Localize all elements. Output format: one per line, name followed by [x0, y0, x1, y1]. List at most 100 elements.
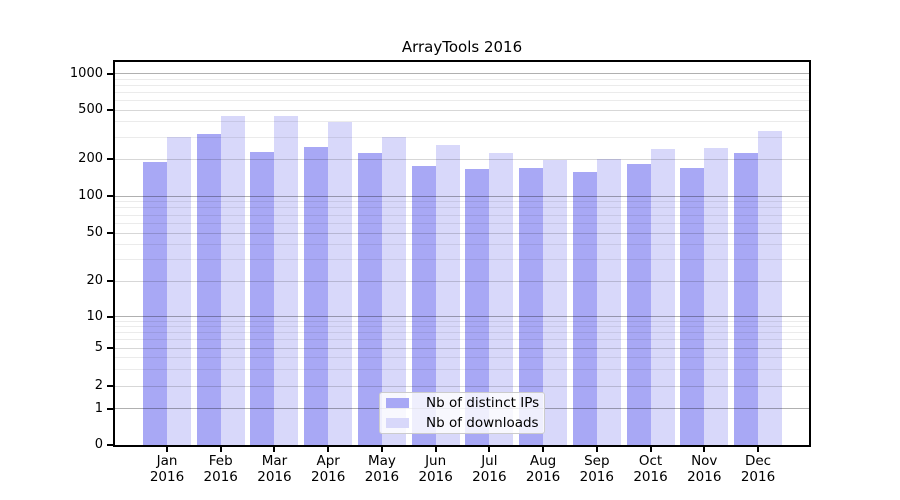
x-tick-mark: [703, 447, 706, 452]
gridline: [115, 368, 809, 370]
gridline: [115, 232, 809, 234]
plot-frame: [113, 60, 811, 447]
y-tick-mark: [107, 347, 113, 349]
downloads-bar: [596, 159, 621, 445]
gridline: [115, 347, 809, 349]
ips-bar: [196, 133, 221, 445]
gridline: [115, 259, 809, 261]
x-tick-mark: [595, 447, 598, 452]
y-tick-mark: [107, 280, 113, 282]
gridline: [115, 385, 809, 387]
y-tick-label: 1: [94, 400, 103, 416]
x-tick-label: Sep 2016: [579, 453, 614, 485]
x-tick-label: Nov 2016: [687, 453, 722, 485]
gridline: [115, 320, 809, 322]
ips-bar: [572, 171, 597, 445]
x-tick-mark: [434, 447, 437, 452]
y-tick-mark: [107, 385, 113, 387]
downloads-bar: [543, 160, 568, 445]
ips-bar: [304, 147, 329, 445]
legend-label-downloads: Nb of downloads: [426, 415, 539, 431]
gridline: [115, 214, 809, 216]
x-tick-mark: [219, 447, 222, 452]
gridline: [115, 121, 809, 123]
ips-bar: [143, 161, 167, 445]
x-tick-label: Oct 2016: [633, 453, 668, 485]
gridline: [115, 78, 809, 80]
y-tick-mark: [107, 195, 113, 197]
y-tick-label: 5: [94, 340, 103, 355]
x-tick-label: Feb 2016: [203, 453, 238, 485]
x-tick-mark: [757, 447, 759, 452]
y-tick-mark: [107, 444, 113, 446]
downloads-bar: [328, 121, 353, 445]
x-tick-mark: [542, 447, 545, 452]
gridline: [115, 222, 809, 224]
gridline: [115, 136, 809, 138]
y-tick-mark: [107, 158, 113, 160]
y-tick-label: 50: [86, 225, 103, 240]
legend: Nb of distinct IPs Nb of downloads: [379, 392, 545, 434]
downloads-bar: [704, 148, 729, 445]
chart-title: ArrayTools 2016: [401, 38, 523, 56]
gridline: [115, 99, 809, 101]
gridline: [115, 207, 809, 209]
y-tick-label: 20: [86, 273, 103, 288]
ips-bar: [734, 153, 758, 445]
ips-bar: [357, 153, 382, 445]
x-tick-label: Jan 2016: [149, 453, 185, 485]
downloads-bar: [650, 149, 675, 445]
gridline: [115, 356, 809, 358]
gridline: [115, 109, 809, 111]
gridline: [115, 84, 809, 86]
y-tick-mark: [107, 232, 113, 234]
x-tick-mark: [166, 447, 168, 452]
gridline: [115, 280, 809, 282]
x-tick-label: Jun 2016: [418, 453, 453, 485]
x-tick-label: Dec 2016: [740, 453, 776, 485]
gridline: [115, 244, 809, 246]
y-tick-mark: [107, 72, 113, 75]
ips-bar: [250, 151, 275, 445]
downloads-bar: [758, 131, 782, 445]
y-tick-label: 1000: [69, 65, 103, 81]
ips-bar: [626, 164, 651, 445]
gridline: [115, 195, 809, 197]
gridline: [115, 326, 809, 328]
x-tick-label: May 2016: [364, 453, 400, 485]
y-tick-label: 200: [78, 151, 103, 166]
y-tick-label: 2: [94, 378, 103, 393]
y-tick-mark: [107, 109, 113, 111]
downloads-bar: [220, 116, 245, 445]
legend-label-distinct-ips: Nb of distinct IPs: [426, 395, 540, 411]
y-tick-label: 10: [86, 308, 103, 324]
y-tick-mark: [107, 315, 113, 318]
x-tick-mark: [488, 447, 491, 452]
gridline: [115, 91, 809, 93]
gridline: [115, 339, 809, 341]
y-tick-mark: [107, 407, 113, 410]
y-tick-label: 500: [78, 102, 103, 117]
x-tick-label: Apr 2016: [310, 453, 346, 485]
gridline: [115, 201, 809, 203]
x-tick-mark: [273, 447, 276, 452]
legend-swatch-downloads: [386, 418, 409, 428]
x-tick-label: Mar 2016: [257, 453, 292, 485]
x-tick-mark: [380, 447, 383, 452]
legend-row-downloads: Nb of downloads: [386, 413, 544, 433]
gridline: [115, 316, 809, 317]
x-tick-mark: [327, 447, 330, 452]
legend-swatch-distinct-ips: [386, 398, 409, 408]
gridline: [115, 332, 809, 334]
downloads-bar: [167, 137, 191, 445]
x-tick-label: Jul 2016: [472, 453, 507, 485]
y-tick-label: 100: [78, 188, 103, 203]
downloads-bar: [274, 116, 299, 445]
legend-row-distinct-ips: Nb of distinct IPs: [386, 393, 544, 413]
x-tick-mark: [649, 447, 652, 452]
x-tick-label: Aug 2016: [525, 453, 561, 485]
gridline: [115, 73, 809, 74]
ips-bar: [680, 167, 705, 445]
